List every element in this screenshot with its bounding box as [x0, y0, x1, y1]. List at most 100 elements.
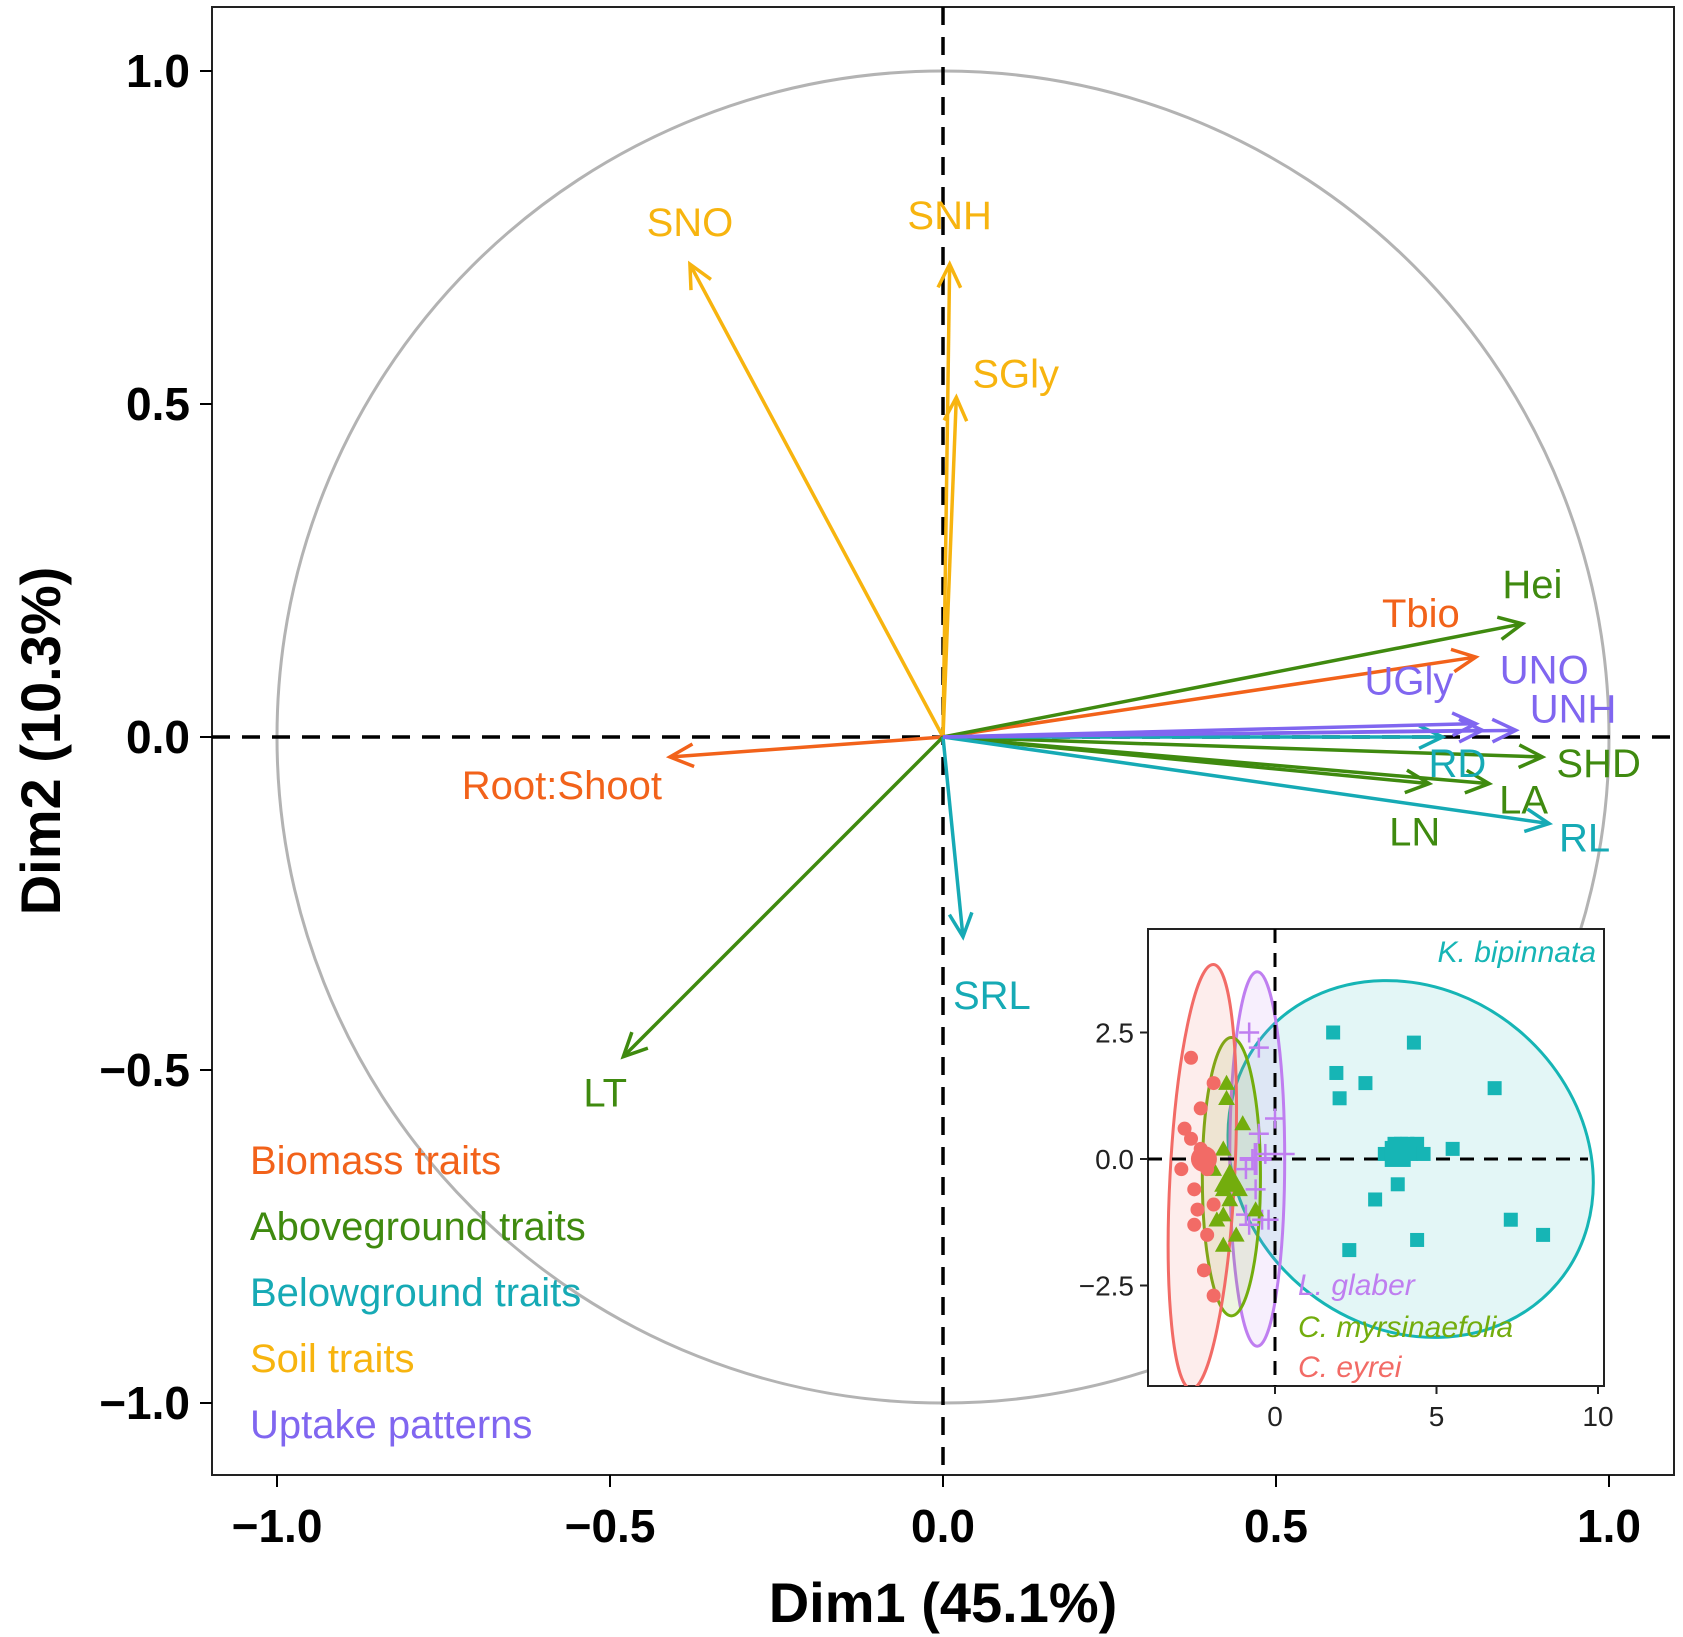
- inset-plot-area: [1148, 929, 1595, 1386]
- centroid-cmyrsinaefolia: [1214, 1163, 1246, 1192]
- point-kbipinnata: [1358, 1076, 1373, 1091]
- point-lglaber: [1248, 1037, 1269, 1058]
- point-cmyrsinaefolia: [1218, 1074, 1235, 1090]
- vector-label-ln: LN: [1389, 811, 1440, 855]
- inset-y-tick-label: −2.5: [1079, 1271, 1134, 1302]
- inset-species-label: K. bipinnata: [1438, 936, 1596, 969]
- point-kbipinnata: [1536, 1227, 1551, 1242]
- vector-sno-arrow: [688, 263, 945, 738]
- legend-entry: Soil traits: [250, 1337, 415, 1381]
- legend-entry: Belowground traits: [250, 1271, 581, 1315]
- point-kbipinnata: [1416, 1146, 1431, 1161]
- point-cmyrsinaefolia: [1214, 1140, 1232, 1156]
- vector-label-lt: LT: [583, 1072, 627, 1116]
- vector-label-sno: SNO: [647, 201, 734, 245]
- x-axis-title: Dim1 (45.1%): [769, 1571, 1118, 1634]
- vector-shd-arrow: [942, 735, 1543, 759]
- arrowhead-icon: [1517, 743, 1547, 770]
- vector-snh-arrow: [941, 264, 952, 738]
- arrowhead-icon: [620, 1031, 649, 1060]
- inset-x-tick-label: 10: [1582, 1401, 1613, 1432]
- x-tick-label: −1.0: [232, 1500, 323, 1552]
- vector-rl-arrow: [942, 735, 1550, 826]
- point-kbipinnata: [1390, 1177, 1405, 1192]
- arrowhead-icon: [1450, 647, 1480, 674]
- point-lglaber: [1274, 1143, 1295, 1164]
- point-lglaber: [1265, 1108, 1285, 1129]
- point-ceyrei: [1174, 1162, 1189, 1177]
- point-cmyrsinaefolia: [1218, 1089, 1235, 1105]
- point-kbipinnata: [1487, 1081, 1502, 1096]
- point-cmyrsinaefolia: [1234, 1115, 1252, 1131]
- vector-tbio-arrow: [942, 655, 1477, 739]
- vector-label-la: LA: [1499, 779, 1548, 823]
- centroid-ceyrei: [1190, 1146, 1217, 1172]
- point-cmyrsinaefolia: [1221, 1191, 1239, 1207]
- point-kbipinnata: [1329, 1065, 1344, 1080]
- point-lglaber: [1248, 1123, 1269, 1144]
- arrowhead-icon: [1464, 768, 1494, 795]
- y-tick-label: −1.0: [99, 1377, 190, 1429]
- point-kbipinnata: [1503, 1212, 1518, 1227]
- point-kbipinnata: [1406, 1035, 1421, 1050]
- inset-x-tick-label: 5: [1429, 1401, 1445, 1432]
- legend-entry: Biomass traits: [250, 1139, 501, 1183]
- x-tick-label: 0.0: [911, 1500, 975, 1552]
- vector-label-sgly: SGly: [972, 352, 1059, 396]
- point-kbipinnata: [1332, 1091, 1347, 1106]
- arrowhead-icon: [1458, 717, 1487, 744]
- point-lglaber: [1239, 1214, 1260, 1235]
- point-kbipinnata: [1410, 1232, 1425, 1247]
- point-cmyrsinaefolia: [1208, 1211, 1226, 1227]
- point-ceyrei: [1206, 1197, 1221, 1212]
- x-tick-label: 1.0: [1577, 1500, 1641, 1552]
- inset-species-label: L. glaber: [1298, 1269, 1416, 1302]
- vector-label-rootshoot: Root:Shoot: [462, 764, 662, 808]
- y-tick-label: 1.0: [126, 45, 190, 97]
- arrowhead-icon: [947, 911, 974, 941]
- vector-sgly-arrow: [941, 397, 959, 738]
- inset-species-label: C. myrsinaefolia: [1298, 1311, 1513, 1344]
- x-tick-label: −0.5: [565, 1500, 656, 1552]
- point-ceyrei: [1187, 1182, 1202, 1197]
- point-ceyrei: [1187, 1217, 1202, 1232]
- arrowhead-icon: [936, 260, 963, 289]
- vector-ugly-arrow: [942, 728, 1483, 739]
- vector-label-srl: SRL: [953, 974, 1031, 1018]
- point-lglaber: [1239, 1022, 1260, 1043]
- arrowhead-icon: [688, 260, 712, 291]
- y-tick-label: 0.5: [126, 378, 190, 430]
- vector-label-hei: Hei: [1502, 563, 1562, 607]
- point-lglaber: [1258, 1209, 1279, 1230]
- point-ceyrei: [1193, 1101, 1208, 1116]
- point-lglaber: [1245, 1179, 1266, 1200]
- vector-label-shd: SHD: [1556, 742, 1640, 786]
- point-ceyrei: [1184, 1050, 1199, 1065]
- x-tick-label: 0.5: [1244, 1500, 1308, 1552]
- vector-label-rl: RL: [1559, 817, 1610, 861]
- point-kbipinnata: [1326, 1025, 1341, 1040]
- point-cmyrsinaefolia: [1247, 1201, 1265, 1217]
- legend-entry: Aboveground traits: [250, 1205, 586, 1249]
- point-cmyrsinaefolia: [1227, 1226, 1245, 1242]
- point-ceyrei: [1196, 1263, 1211, 1278]
- y-axis-title: Dim2 (10.3%): [9, 567, 72, 916]
- inset-plot: 0 5 10 2.5 0.0 −2.5 K. bipinnata L. glaber C. my…: [1079, 928, 1614, 1432]
- y-tick-label: 0.0: [126, 711, 190, 763]
- point-kbipinnata: [1342, 1243, 1357, 1258]
- vector-label-snh: SNH: [907, 194, 991, 238]
- point-ceyrei: [1177, 1121, 1192, 1136]
- arrowhead-icon: [665, 742, 695, 769]
- legend-entry: Uptake patterns: [250, 1403, 532, 1447]
- vector-rootshoot-arrow: [669, 735, 944, 759]
- point-ceyrei: [1184, 1131, 1199, 1146]
- inset-y-tick-label: 0.0: [1095, 1144, 1134, 1175]
- y-tick-label: −0.5: [99, 1044, 190, 1096]
- arrowhead-icon: [942, 393, 969, 422]
- legend: Biomass traits Aboveground traits Belowgro…: [250, 1139, 586, 1447]
- arrowhead-icon: [1404, 768, 1434, 795]
- point-cmyrsinaefolia: [1214, 1236, 1232, 1252]
- point-ceyrei: [1190, 1202, 1205, 1217]
- vector-label-tbio: Tbio: [1382, 592, 1460, 636]
